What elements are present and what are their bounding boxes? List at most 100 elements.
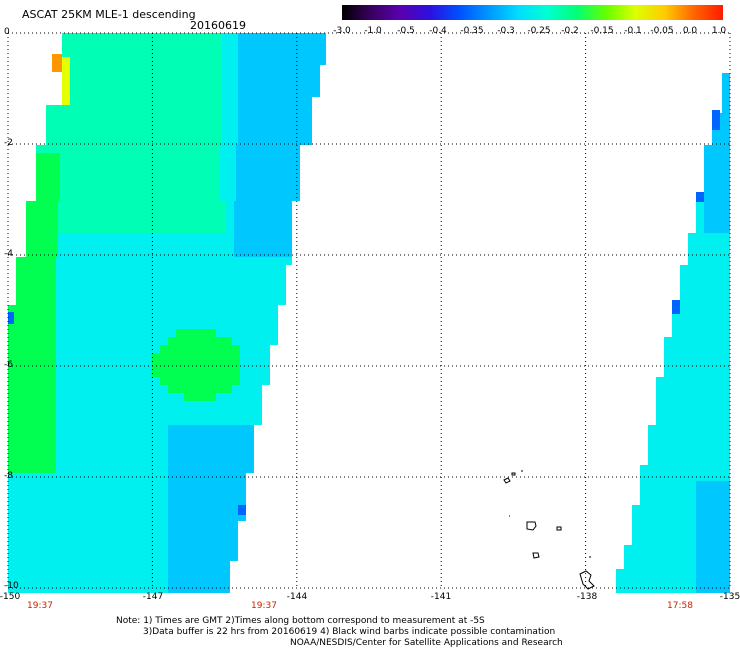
- swath-cell: [270, 73, 278, 81]
- swath-cell: [206, 73, 214, 81]
- swath-cell: [160, 457, 168, 465]
- swath-cell: [720, 169, 728, 177]
- swath-cell: [202, 201, 210, 209]
- swath-cell: [704, 225, 712, 233]
- swath-cell: [728, 161, 730, 169]
- swath-cell: [150, 81, 158, 89]
- swath-cell: [720, 313, 728, 321]
- swath-cell: [192, 353, 200, 361]
- swath-cell: [188, 185, 196, 193]
- swath-cell: [192, 489, 200, 497]
- swath-cell: [704, 481, 712, 489]
- swath-cell: [144, 385, 152, 393]
- swath-cell: [94, 49, 102, 57]
- swath-cell: [200, 321, 208, 329]
- swath-cell: [254, 121, 262, 129]
- swath-cell: [84, 193, 92, 201]
- swath-cell: [134, 97, 142, 105]
- swath-cell: [712, 345, 720, 353]
- swath-cell: [720, 545, 728, 553]
- swath-cell: [248, 273, 256, 281]
- swath-cell: [48, 265, 56, 273]
- swath-cell: [136, 257, 144, 265]
- swath-cell: [184, 561, 192, 569]
- swath-cell: [64, 553, 72, 561]
- map-title: ASCAT 25KM MLE-1 descending: [22, 8, 196, 21]
- swath-cell: [152, 393, 160, 401]
- swath-cell: [278, 137, 286, 145]
- swath-cell: [48, 337, 56, 345]
- swath-cell: [672, 369, 680, 377]
- swath-cell: [294, 73, 302, 81]
- swath-cell: [664, 377, 672, 385]
- swath-cell: [672, 329, 680, 337]
- swath-cell: [232, 417, 240, 425]
- swath-cell: [128, 313, 136, 321]
- swath-cell: [262, 97, 270, 105]
- swath-cell: [218, 217, 226, 225]
- swath-cell: [238, 113, 246, 121]
- swath-cell: [216, 305, 224, 313]
- swath-cell: [240, 289, 248, 297]
- swath-cell: [728, 337, 730, 345]
- swath-cell: [248, 409, 256, 417]
- swath-cell: [240, 481, 246, 489]
- swath-cell: [48, 305, 56, 313]
- swath-cell: [128, 305, 136, 313]
- swath-cell: [32, 577, 40, 585]
- swath-cell: [720, 201, 728, 209]
- swath-cell: [120, 537, 128, 545]
- swath-cell: [232, 497, 240, 505]
- swath-cell: [728, 273, 730, 281]
- swath-cell: [198, 113, 206, 121]
- swath-cell: [176, 417, 184, 425]
- swath-cell: [680, 401, 688, 409]
- swath-cell: [152, 441, 160, 449]
- swath-cell: [648, 545, 656, 553]
- swath-cell: [696, 361, 704, 369]
- swath-cell: [216, 289, 224, 297]
- swath-cell: [70, 49, 78, 57]
- swath-cell: [166, 105, 174, 113]
- swath-cell: [256, 409, 262, 417]
- swath-cell: [192, 393, 200, 401]
- swath-cell: [52, 145, 60, 153]
- swath-cell: [226, 249, 234, 257]
- swath-cell: [40, 329, 48, 337]
- swath-cell: [112, 257, 120, 265]
- swath-cell: [8, 577, 16, 585]
- swath-cell: [140, 161, 148, 169]
- swath-cell: [248, 281, 256, 289]
- swath-cell: [704, 553, 712, 561]
- swath-cell: [276, 145, 284, 153]
- swath-cell: [664, 465, 672, 473]
- swath-cell: [688, 297, 696, 305]
- swath-cell: [144, 457, 152, 465]
- swath-cell: [128, 329, 136, 337]
- swath-cell: [184, 393, 192, 401]
- swath-cell: [32, 481, 40, 489]
- swath-cell: [50, 225, 58, 233]
- swath-cell: [194, 249, 202, 257]
- swath-cell: [272, 329, 278, 337]
- swath-cell: [32, 273, 40, 281]
- swath-cell: [16, 297, 24, 305]
- swath-cell: [198, 49, 206, 57]
- swath-cell: [240, 489, 246, 497]
- swath-cell: [664, 393, 672, 401]
- swath-cell: [136, 369, 144, 377]
- swath-cell: [664, 497, 672, 505]
- swath-cell: [120, 377, 128, 385]
- swath-cell: [42, 217, 50, 225]
- swath-cell: [720, 489, 728, 497]
- swath-cell: [120, 489, 128, 497]
- swath-cell: [318, 73, 320, 81]
- swath-cell: [72, 305, 80, 313]
- swath-cell: [80, 361, 88, 369]
- swath-cell: [664, 521, 672, 529]
- swath-cell: [104, 513, 112, 521]
- swath-cell: [110, 41, 118, 49]
- swath-cell: [244, 145, 252, 153]
- swath-cell: [184, 457, 192, 465]
- swath-cell: [236, 145, 244, 153]
